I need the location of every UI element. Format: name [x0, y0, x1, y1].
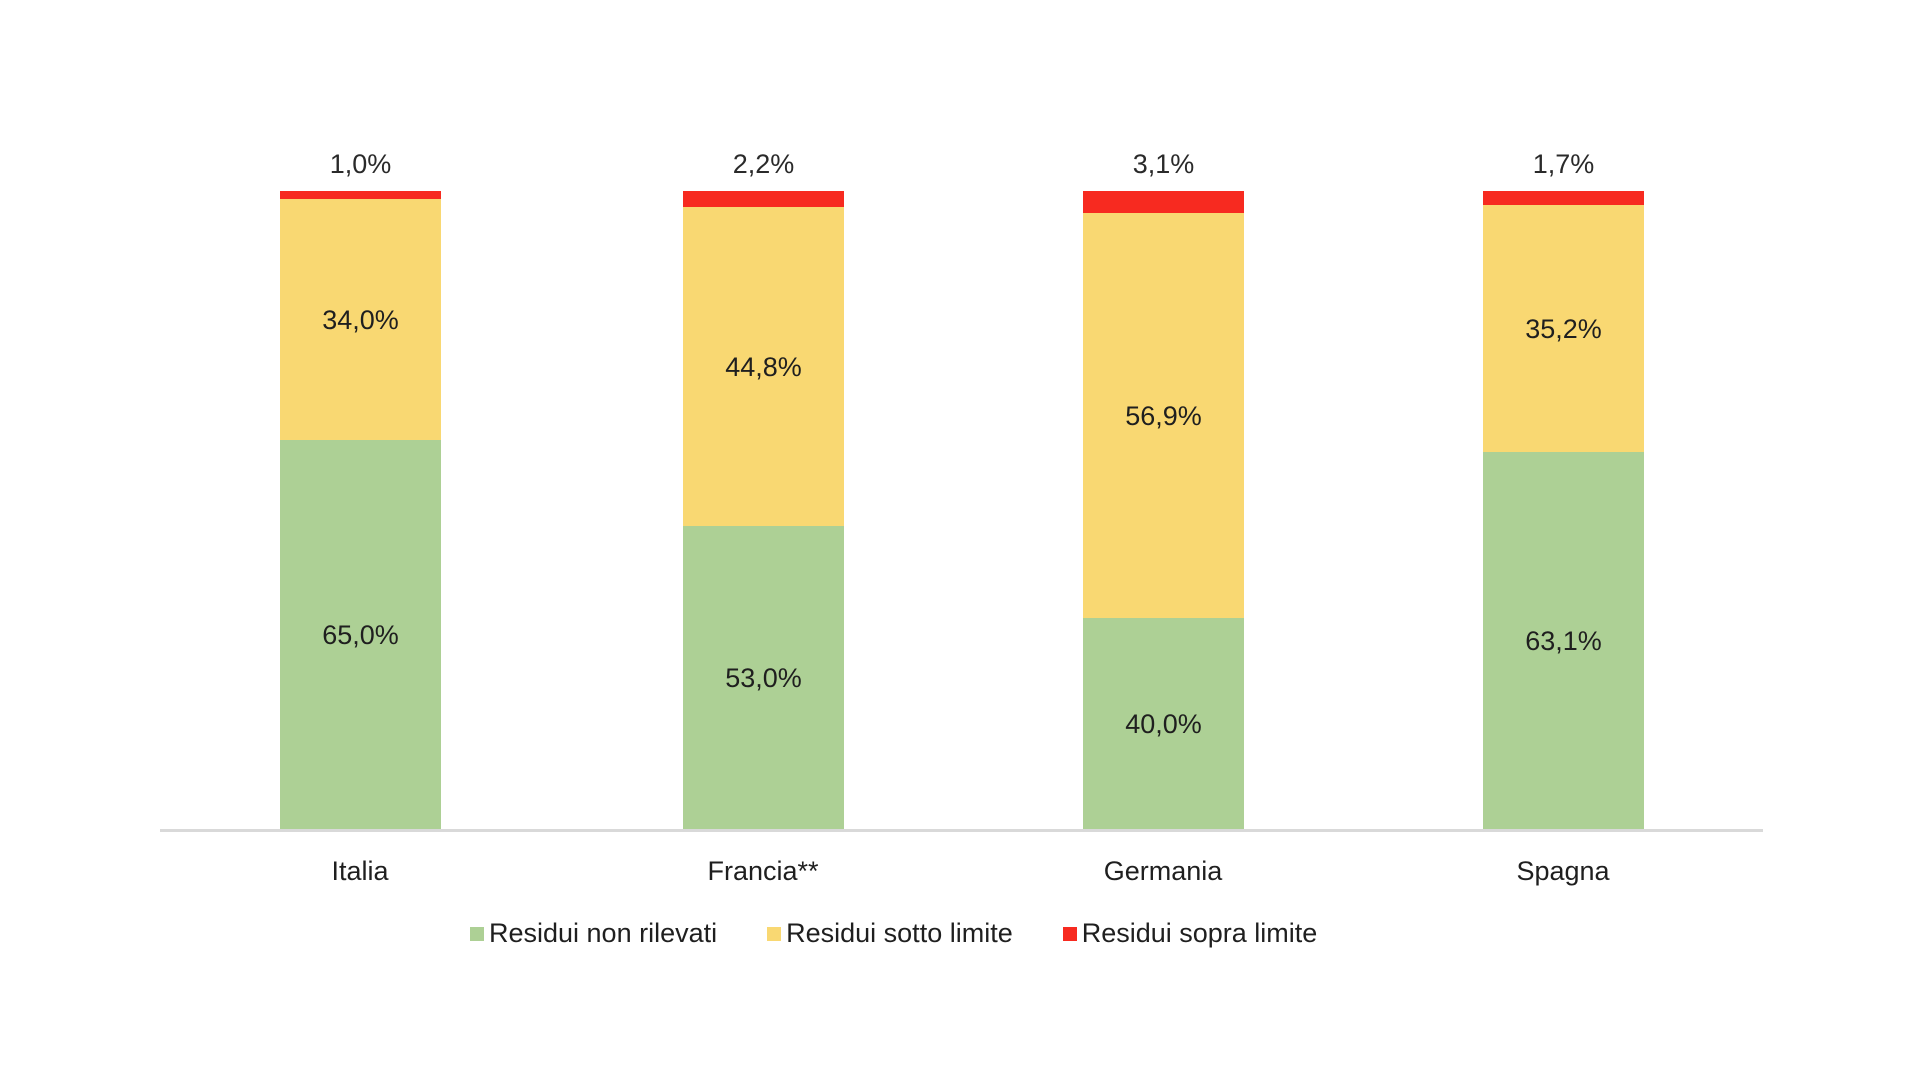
legend-label: Residui sopra limite: [1081, 918, 1318, 948]
segment-residui-sopra-limite: [280, 191, 441, 199]
legend: Residui non rilevati Residui sotto limit…: [470, 918, 1367, 949]
segment-residui-sopra-limite: [683, 191, 844, 207]
data-label: 34,0%: [322, 304, 399, 335]
data-label-sopra-limite: 3,1%: [1132, 149, 1195, 179]
segment-residui-non-rilevati: [280, 440, 441, 830]
data-label: 63,1%: [1525, 626, 1602, 656]
segment-residui-sopra-limite: [1483, 191, 1644, 205]
legend-item-sopra-limite: Residui sopra limite: [1062, 918, 1318, 949]
data-label: 40,0%: [1125, 709, 1202, 739]
segment-residui-sopra-limite: [1083, 191, 1244, 213]
x-axis-category-label: Germania: [1103, 856, 1223, 886]
x-axis-category-label: Francia**: [707, 856, 819, 886]
legend-item-non-rilevati: Residui non rilevati: [470, 918, 717, 949]
data-label-sopra-limite: 2,2%: [732, 149, 795, 179]
segment-residui-non-rilevati: [683, 526, 844, 830]
legend-item-sotto-limite: Residui sotto limite: [767, 918, 1013, 949]
data-label-sopra-limite: 1,7%: [1532, 149, 1595, 179]
legend-label: Residui non rilevati: [489, 918, 718, 948]
x-axis-category-label: Italia: [331, 856, 389, 886]
segment-residui-sotto-limite: [683, 207, 844, 526]
segment-residui-sotto-limite: [280, 199, 441, 440]
data-label: 44,8%: [725, 351, 802, 382]
legend-label: Residui sotto limite: [786, 918, 1013, 948]
legend-swatch-red: [1062, 926, 1077, 941]
data-label: 65,0%: [322, 620, 399, 650]
data-label: 56,9%: [1125, 400, 1202, 431]
data-label: 35,2%: [1525, 313, 1602, 344]
legend-swatch-green: [470, 926, 484, 941]
data-label-sopra-limite: 1,0%: [329, 149, 392, 179]
x-axis-category-label: Spagna: [1516, 856, 1610, 886]
x-axis-line: [160, 829, 1763, 832]
segment-residui-sotto-limite: [1083, 213, 1244, 618]
legend-swatch-yellow: [767, 926, 782, 941]
segment-residui-non-rilevati: [1083, 618, 1244, 830]
segment-residui-sotto-limite: [1483, 205, 1644, 452]
segment-residui-non-rilevati: [1483, 452, 1644, 830]
data-label: 53,0%: [725, 663, 802, 693]
